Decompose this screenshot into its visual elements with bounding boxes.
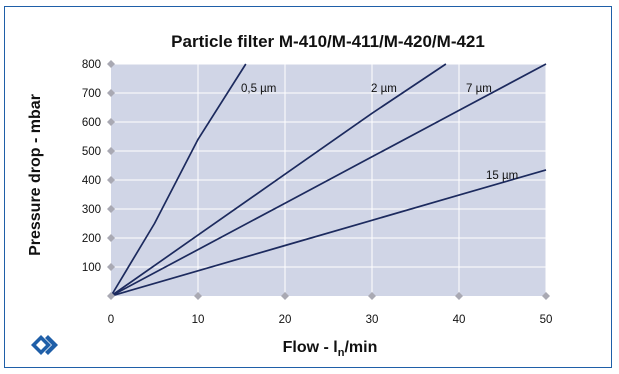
x-axis-marker bbox=[194, 292, 202, 300]
series-labels: 0,5 µm 2 µm 7 µm 15 µm bbox=[241, 83, 518, 182]
series-lines bbox=[110, 63, 547, 297]
series-line-1 bbox=[110, 63, 447, 297]
series-label-1: 2 µm bbox=[371, 83, 397, 95]
grid bbox=[111, 63, 547, 296]
y-axis-marker bbox=[107, 263, 115, 271]
chart-title: Particle filter M-410/M-411/M-420/M-421 bbox=[171, 32, 485, 51]
x-axis-marker bbox=[107, 292, 115, 300]
y-tick-label: 300 bbox=[82, 204, 101, 216]
series-label-2: 7 µm bbox=[466, 83, 492, 95]
y-tick-label: 600 bbox=[82, 117, 101, 129]
y-tick-label: 200 bbox=[82, 233, 101, 245]
x-axis-marker bbox=[368, 292, 376, 300]
series-label-3: 15 µm bbox=[486, 170, 518, 182]
series-line-2 bbox=[110, 63, 547, 297]
y-axis-marker bbox=[107, 89, 115, 97]
x-axis-title-suffix: /min bbox=[344, 339, 377, 356]
chart-frame: Particle filter M-410/M-411/M-420/M-421 … bbox=[4, 6, 612, 368]
x-tick-label: 30 bbox=[366, 314, 379, 326]
x-axis-title-subscript: n bbox=[338, 347, 345, 359]
x-axis-title-prefix: Flow - bbox=[283, 339, 334, 356]
chart: Particle filter M-410/M-411/M-420/M-421 … bbox=[27, 32, 553, 359]
series-line-0 bbox=[110, 63, 247, 297]
x-tick-label: 40 bbox=[453, 314, 466, 326]
y-axis-marker bbox=[107, 60, 115, 68]
x-axis-marker bbox=[281, 292, 289, 300]
y-axis-marker bbox=[107, 118, 115, 126]
y-axis-marker bbox=[107, 205, 115, 213]
series-line-3 bbox=[110, 169, 547, 297]
x-axis-marker bbox=[455, 292, 463, 300]
x-axis-title-main: l bbox=[333, 339, 337, 356]
series-label-0: 0,5 µm bbox=[241, 83, 276, 95]
x-tick-label: 20 bbox=[279, 314, 292, 326]
y-tick-label: 800 bbox=[82, 59, 101, 71]
y-axis-marker bbox=[107, 176, 115, 184]
y-tick-label: 100 bbox=[82, 262, 101, 274]
x-tick-label: 50 bbox=[540, 314, 553, 326]
tick-labels: 0 10 20 30 40 50 100 200 300 400 500 600 700 800 bbox=[82, 59, 553, 326]
y-axis-title: Pressure drop - mbar bbox=[27, 94, 44, 256]
x-axis-title: Flow - ln/min bbox=[283, 339, 378, 359]
x-tick-label: 0 bbox=[108, 314, 114, 326]
x-axis-marker bbox=[542, 292, 550, 300]
y-tick-label: 500 bbox=[82, 146, 101, 158]
y-tick-label: 700 bbox=[82, 88, 101, 100]
y-tick-label: 400 bbox=[82, 175, 101, 187]
chevrons-logo-icon bbox=[31, 335, 58, 355]
y-axis-marker bbox=[107, 234, 115, 242]
y-axis-marker bbox=[107, 147, 115, 155]
x-tick-label: 10 bbox=[192, 314, 205, 326]
axis-markers bbox=[107, 60, 550, 300]
